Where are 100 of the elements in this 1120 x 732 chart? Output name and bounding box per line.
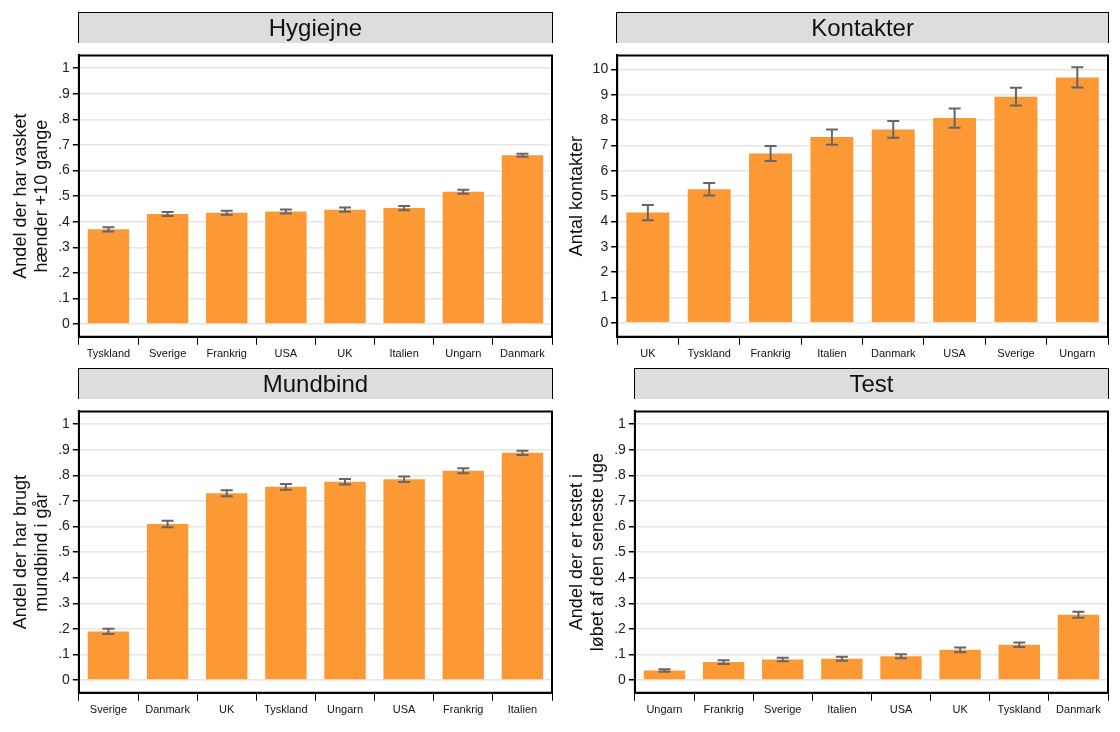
y-axis-title: Andel der har brugt mundbind i går xyxy=(9,475,52,630)
y-tick-label: .8 xyxy=(614,466,627,483)
y-tick-label: .8 xyxy=(58,466,71,483)
y-tick-label: 5 xyxy=(600,186,609,203)
x-tick-label: Danmark xyxy=(870,347,917,360)
bar xyxy=(749,153,793,323)
y-tick-label: .6 xyxy=(58,161,71,178)
y-tick-label: 1 xyxy=(62,59,71,76)
y-axis-title: Andel der er testet i løbet af den seneste uge xyxy=(565,453,608,652)
x-tick-label: Frankrig xyxy=(703,703,744,716)
bar xyxy=(383,208,425,324)
y-tick-label: .5 xyxy=(58,542,71,559)
x-tick-label: Frankrig xyxy=(443,703,484,716)
x-tick-label: Ungarn xyxy=(326,703,364,716)
bar xyxy=(442,191,484,324)
bar xyxy=(265,486,307,680)
bar xyxy=(762,659,804,680)
y-tick-label: .1 xyxy=(614,645,627,662)
y-tick-label: .5 xyxy=(58,186,71,203)
y-tick-label: 1 xyxy=(618,415,627,432)
y-tick-label: 10 xyxy=(592,60,609,77)
y-tick-label: 2 xyxy=(600,263,609,280)
bar xyxy=(265,211,307,324)
y-tick-label: .7 xyxy=(614,491,627,508)
bar xyxy=(871,129,915,323)
x-tick-label: UK xyxy=(337,347,354,360)
bar xyxy=(442,470,484,680)
x-tick-label: Tyskland xyxy=(687,347,731,360)
x-tick-label: Sverige xyxy=(89,703,128,716)
y-tick-label: 6 xyxy=(600,161,609,178)
bar xyxy=(383,479,425,680)
x-tick-label: Italien xyxy=(507,703,538,716)
y-axis-title: Andel der har vasket hænder +10 gange xyxy=(9,113,52,279)
bar xyxy=(501,155,544,324)
bar xyxy=(821,658,863,680)
y-tick-label: 4 xyxy=(600,212,609,229)
chart-title: Kontakter xyxy=(616,12,1109,43)
x-tick-label: Sverige xyxy=(997,347,1035,360)
y-tick-label: 8 xyxy=(600,110,609,127)
x-tick-label: Tyskland xyxy=(86,347,131,360)
y-tick-label: 9 xyxy=(600,85,609,102)
y-tick-label: .7 xyxy=(58,491,71,508)
bar xyxy=(880,656,922,680)
chart-title: Test xyxy=(633,368,1109,399)
bar xyxy=(702,662,745,680)
y-tick-label: 0 xyxy=(62,314,71,331)
y-tick-label: .2 xyxy=(58,263,71,280)
x-tick-label: USA xyxy=(943,347,967,360)
y-tick-label: .3 xyxy=(58,238,71,255)
bar xyxy=(998,644,1040,680)
x-tick-label: Sverige xyxy=(764,703,802,716)
x-tick-label: UK xyxy=(219,703,236,716)
y-tick-label: 3 xyxy=(600,237,609,254)
x-tick-label: USA xyxy=(392,703,417,716)
y-tick-label: 0 xyxy=(62,670,71,687)
y-tick-label: .3 xyxy=(58,594,71,611)
y-tick-label: .5 xyxy=(614,542,627,559)
y-tick-label: .2 xyxy=(614,619,627,636)
y-tick-label: 1 xyxy=(62,415,71,432)
y-tick-label: 0 xyxy=(600,313,609,330)
y-tick-label: .2 xyxy=(58,619,71,636)
chart-title: Mundbind xyxy=(77,368,553,399)
bar xyxy=(1057,614,1100,680)
y-tick-label: .4 xyxy=(614,568,627,585)
x-tick-label: Tyskland xyxy=(264,703,308,716)
bar xyxy=(810,137,854,323)
y-tick-label: 0 xyxy=(618,670,627,687)
x-tick-label: Danmark xyxy=(1056,703,1102,716)
bar xyxy=(687,189,731,323)
y-tick-label: .9 xyxy=(614,440,627,457)
y-tick-label: .7 xyxy=(58,135,71,152)
y-tick-label: 7 xyxy=(600,136,609,153)
bar xyxy=(324,209,366,324)
bar xyxy=(324,481,366,680)
bar xyxy=(87,229,130,324)
x-tick-label: Frankrig xyxy=(750,347,791,360)
bar xyxy=(994,96,1038,323)
y-tick-label: .9 xyxy=(58,440,71,457)
x-tick-label: Ungarn xyxy=(1059,347,1096,360)
y-tick-label: 1 xyxy=(600,288,609,305)
y-tick-label: .1 xyxy=(58,645,71,662)
bar xyxy=(146,523,189,680)
bar xyxy=(206,493,248,680)
y-tick-label: .4 xyxy=(58,568,71,585)
x-tick-label: Ungarn xyxy=(646,703,683,716)
y-tick-label: .9 xyxy=(58,84,71,101)
y-tick-label: .6 xyxy=(614,517,627,534)
x-tick-label: USA xyxy=(274,347,298,360)
bar xyxy=(626,212,670,323)
x-tick-label: Sverige xyxy=(148,347,187,360)
x-tick-label: Frankrig xyxy=(206,347,247,360)
x-tick-label: USA xyxy=(889,703,913,716)
bar xyxy=(933,118,977,323)
bar xyxy=(87,631,130,680)
x-tick-label: Italien xyxy=(389,347,419,360)
y-tick-label: .3 xyxy=(614,594,627,611)
x-tick-label: UK xyxy=(640,347,657,360)
x-tick-label: Tyskland xyxy=(997,703,1041,716)
bar xyxy=(939,649,981,680)
y-tick-label: .8 xyxy=(58,110,71,127)
